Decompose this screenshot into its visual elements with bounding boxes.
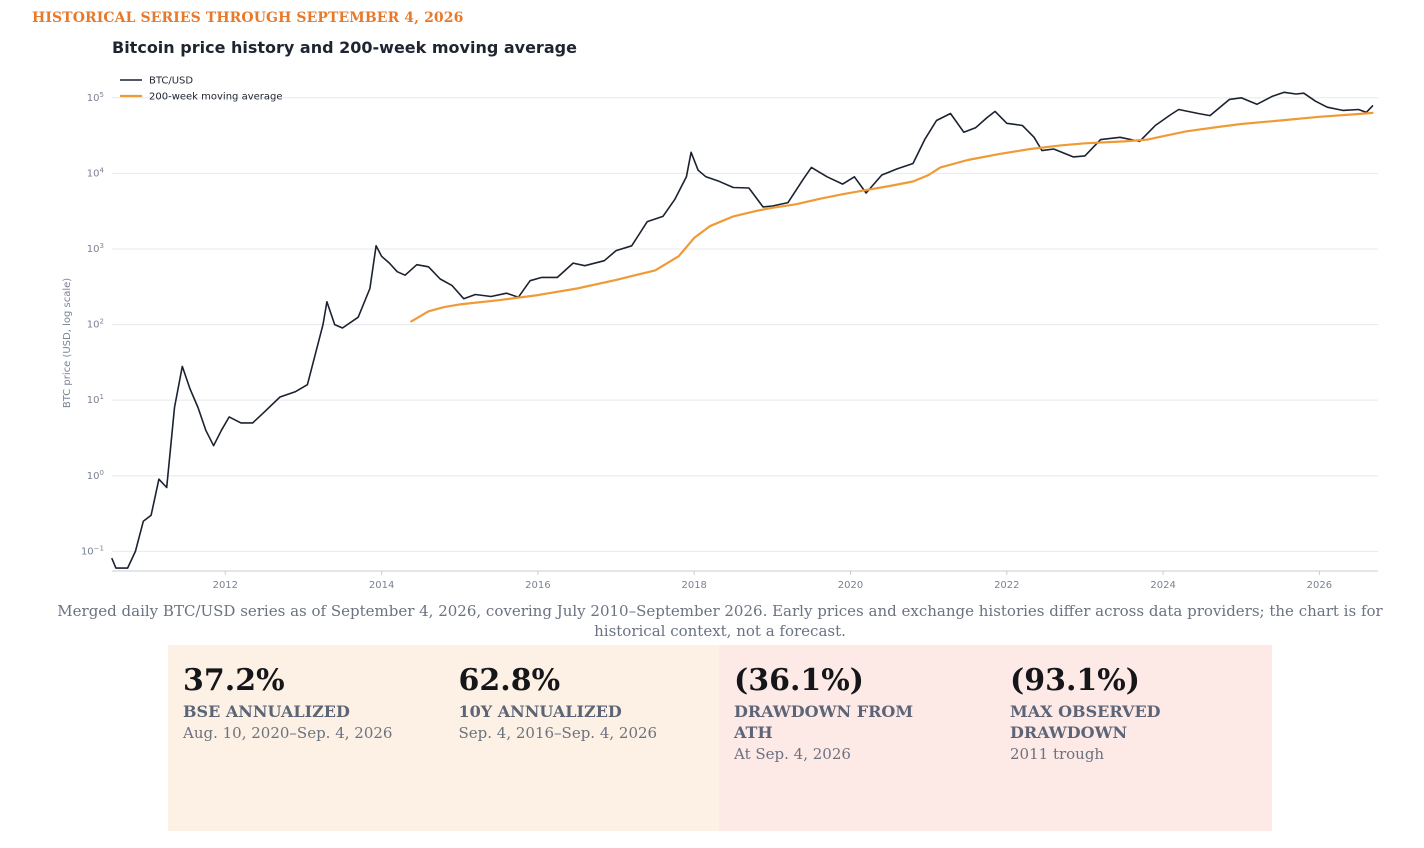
stat-label: BSE ANNUALIZED (183, 702, 350, 721)
stat-value: 37.2% (183, 663, 285, 698)
stat-period: Sep. 4, 2016–Sep. 4, 2026 (458, 724, 658, 742)
chart-series (111, 91, 1374, 569)
return-stats-group: 37.2% BSE ANNUALIZED Aug. 10, 2020–Sep. … (168, 645, 719, 831)
chart-gridlines (112, 97, 1378, 552)
y-tick-label: 104 (87, 166, 105, 179)
stat-period: 2011 trough (1010, 745, 1105, 763)
x-tick-label: 2016 (525, 580, 550, 590)
y-tick-label: 103 (87, 242, 104, 255)
stat-card-bse: 37.2% BSE ANNUALIZED Aug. 10, 2020–Sep. … (168, 645, 444, 831)
x-tick-label: 2026 (1307, 580, 1332, 590)
y-axis-label: BTC price (USD, log scale) (62, 278, 73, 408)
stat-value: 62.8% (458, 663, 561, 698)
stat-value: (36.1%) (734, 663, 864, 698)
stat-card-drawdown-ath: (36.1%) DRAWDOWN FROM ATH At Sep. 4, 202… (719, 645, 995, 831)
y-tick-label: 101 (87, 393, 104, 406)
btc-price-line (111, 91, 1374, 569)
y-tick-label: 105 (87, 91, 104, 104)
x-tick-label: 2024 (1150, 580, 1175, 590)
x-tick-label: 2022 (994, 580, 1019, 590)
section-eyebrow: HISTORICAL SERIES THROUGH SEPTEMBER 4, 2… (32, 10, 464, 26)
stat-card-max-drawdown: (93.1%) MAX OBSERVED DRAWDOWN 2011 troug… (995, 645, 1271, 831)
chart-legend: BTC/USD 200-week moving average (120, 76, 283, 103)
drawdown-stats-group: (36.1%) DRAWDOWN FROM ATH At Sep. 4, 202… (719, 645, 1272, 831)
y-tick-label: 102 (87, 318, 104, 331)
stat-value: (93.1%) (1010, 663, 1140, 698)
stat-label: MAX OBSERVED DRAWDOWN (1010, 702, 1161, 742)
chart-axes: 10−1 100 101 102 103 104 105 2012 2014 2016 2018 20… (81, 91, 1378, 590)
x-tick-label: 2012 (213, 580, 238, 590)
legend-label: BTC/USD (149, 76, 193, 87)
chart-title: Bitcoin price history and 200-week movin… (112, 38, 577, 57)
stat-label: DRAWDOWN FROM ATH (734, 702, 914, 742)
stat-period: Aug. 10, 2020–Sep. 4, 2026 (183, 724, 393, 742)
moving-average-line (410, 111, 1374, 323)
stat-period: At Sep. 4, 2026 (734, 745, 851, 763)
y-tick-label: 100 (87, 469, 104, 482)
y-tick-label: 10−1 (81, 544, 104, 557)
x-tick-label: 2020 (838, 580, 863, 590)
price-chart: Bitcoin price history and 200-week movin… (62, 38, 1378, 590)
stat-label: 10Y ANNUALIZED (458, 702, 622, 721)
x-tick-label: 2014 (369, 580, 394, 590)
stat-card-10y: 62.8% 10Y ANNUALIZED Sep. 4, 2016–Sep. 4… (444, 645, 720, 831)
x-tick-label: 2018 (681, 580, 706, 590)
stats-panel: 37.2% BSE ANNUALIZED Aug. 10, 2020–Sep. … (168, 645, 1272, 831)
legend-label: 200-week moving average (149, 92, 283, 103)
chart-caption: Merged daily BTC/USD series as of Septem… (57, 602, 1383, 640)
